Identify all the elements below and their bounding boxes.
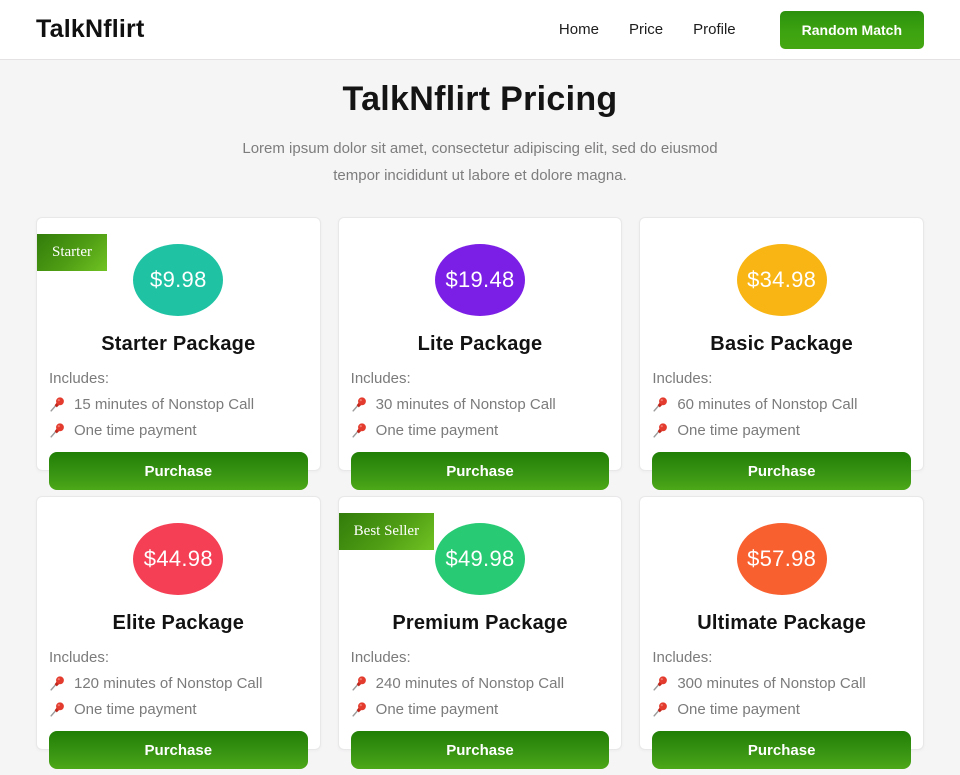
nav-item-home[interactable]: Home — [558, 21, 599, 38]
includes-label: Includes: — [652, 649, 713, 666]
purchase-button[interactable]: Purchase — [49, 731, 308, 769]
purchase-button[interactable]: Purchase — [49, 452, 308, 490]
purchase-button[interactable]: Purchase — [652, 452, 911, 490]
feature-item: 30 minutes of Nonstop Call — [351, 396, 610, 413]
feature-text: 60 minutes of Nonstop Call — [677, 396, 858, 413]
feature-item: One time payment — [351, 422, 610, 439]
feature-list: 30 minutes of Nonstop Call One time paym… — [351, 396, 610, 439]
feature-item: 60 minutes of Nonstop Call — [652, 396, 911, 413]
pricing-card-elite: $44.98 Elite Package Includes: 120 minut… — [36, 496, 321, 769]
pushpin-icon — [49, 396, 66, 413]
feature-text: 30 minutes of Nonstop Call — [375, 396, 556, 413]
nav-item-profile[interactable]: Profile — [693, 21, 736, 38]
feature-text: One time payment — [677, 701, 800, 718]
pricing-card-starter: Starter $9.98 Starter Package Includes: … — [36, 217, 321, 490]
pushpin-icon — [49, 422, 66, 439]
price-value: $19.48 — [445, 267, 515, 292]
pushpin-icon — [652, 422, 669, 439]
best-seller-badge: Best Seller — [338, 513, 435, 550]
feature-list: 15 minutes of Nonstop Call One time paym… — [49, 396, 308, 439]
pushpin-icon — [351, 701, 368, 718]
pricing-card-lite: $19.48 Lite Package Includes: 30 minutes… — [337, 217, 623, 490]
price-value: $9.98 — [150, 267, 207, 292]
pushpin-icon — [351, 396, 368, 413]
feature-item: One time payment — [49, 701, 308, 718]
nav-item-price[interactable]: Price — [628, 21, 664, 38]
feature-list: 120 minutes of Nonstop Call One time pay… — [49, 675, 308, 718]
feature-item: One time payment — [49, 422, 308, 439]
pricing-card-basic: $34.98 Basic Package Includes: 60 minute… — [639, 217, 924, 490]
price-bubble: $9.98 — [133, 244, 224, 316]
feature-text: 15 minutes of Nonstop Call — [74, 396, 255, 413]
feature-text: 300 minutes of Nonstop Call — [677, 675, 866, 692]
random-match-button[interactable]: Random Match — [779, 10, 924, 49]
feature-item: 120 minutes of Nonstop Call — [49, 675, 308, 692]
header: TalkNflirt Home Price Profile Random Mat… — [0, 0, 960, 60]
feature-item: 240 minutes of Nonstop Call — [351, 675, 610, 692]
feature-item: 300 minutes of Nonstop Call — [652, 675, 911, 692]
purchase-button[interactable]: Purchase — [652, 731, 911, 769]
includes-label: Includes: — [350, 649, 411, 666]
price-bubble: $44.98 — [133, 523, 224, 595]
price-bubble: $19.48 — [434, 244, 525, 316]
feature-item: One time payment — [652, 422, 911, 439]
feature-item: One time payment — [351, 701, 610, 718]
feature-text: One time payment — [74, 422, 197, 439]
main-nav: Home Price Profile Random Match — [558, 10, 924, 49]
pushpin-icon — [49, 701, 66, 718]
includes-label: Includes: — [652, 370, 713, 387]
feature-list: 300 minutes of Nonstop Call One time pay… — [652, 675, 911, 718]
package-title: Premium Package — [392, 612, 568, 634]
page-subtitle: Lorem ipsum dolor sit amet, consectetur … — [242, 140, 718, 184]
pushpin-icon — [652, 701, 669, 718]
feature-text: One time payment — [375, 701, 499, 718]
purchase-button[interactable]: Purchase — [350, 731, 610, 769]
price-value: $49.98 — [445, 546, 515, 571]
pushpin-icon — [49, 675, 66, 692]
package-title: Elite Package — [112, 612, 245, 634]
pricing-card-ultimate: $57.98 Ultimate Package Includes: 300 mi… — [639, 496, 924, 769]
price-bubble: $34.98 — [736, 244, 827, 316]
includes-label: Includes: — [350, 370, 411, 387]
page-title: TalkNflirt Pricing — [342, 80, 618, 118]
package-title: Lite Package — [417, 333, 543, 355]
feature-list: 240 minutes of Nonstop Call One time pay… — [351, 675, 610, 718]
includes-label: Includes: — [49, 649, 110, 666]
feature-text: One time payment — [677, 422, 800, 439]
feature-text: One time payment — [74, 701, 197, 718]
feature-item: One time payment — [652, 701, 911, 718]
includes-label: Includes: — [49, 370, 110, 387]
purchase-button[interactable]: Purchase — [350, 452, 610, 490]
price-bubble: $49.98 — [434, 523, 525, 595]
pricing-card-premium: Best Seller $49.98 Premium Package Inclu… — [337, 496, 623, 769]
pushpin-icon — [652, 675, 669, 692]
pushpin-icon — [351, 675, 368, 692]
package-title: Ultimate Package — [697, 612, 867, 634]
pushpin-icon — [351, 422, 368, 439]
starter-badge: Starter — [37, 234, 107, 271]
price-value: $44.98 — [143, 546, 213, 571]
package-title: Basic Package — [710, 333, 853, 355]
feature-list: 60 minutes of Nonstop Call One time paym… — [652, 396, 911, 439]
package-title: Starter Package — [101, 333, 256, 355]
price-value: $57.98 — [747, 546, 817, 571]
price-bubble: $57.98 — [736, 523, 827, 595]
logo[interactable]: TalkNflirt — [36, 15, 145, 43]
hero-section: TalkNflirt Pricing Lorem ipsum dolor sit… — [0, 60, 960, 189]
feature-item: 15 minutes of Nonstop Call — [49, 396, 308, 413]
feature-text: One time payment — [375, 422, 499, 439]
feature-text: 120 minutes of Nonstop Call — [74, 675, 263, 692]
pricing-grid: Starter $9.98 Starter Package Includes: … — [0, 217, 960, 769]
feature-text: 240 minutes of Nonstop Call — [375, 675, 565, 692]
pushpin-icon — [652, 396, 669, 413]
price-value: $34.98 — [747, 267, 817, 292]
